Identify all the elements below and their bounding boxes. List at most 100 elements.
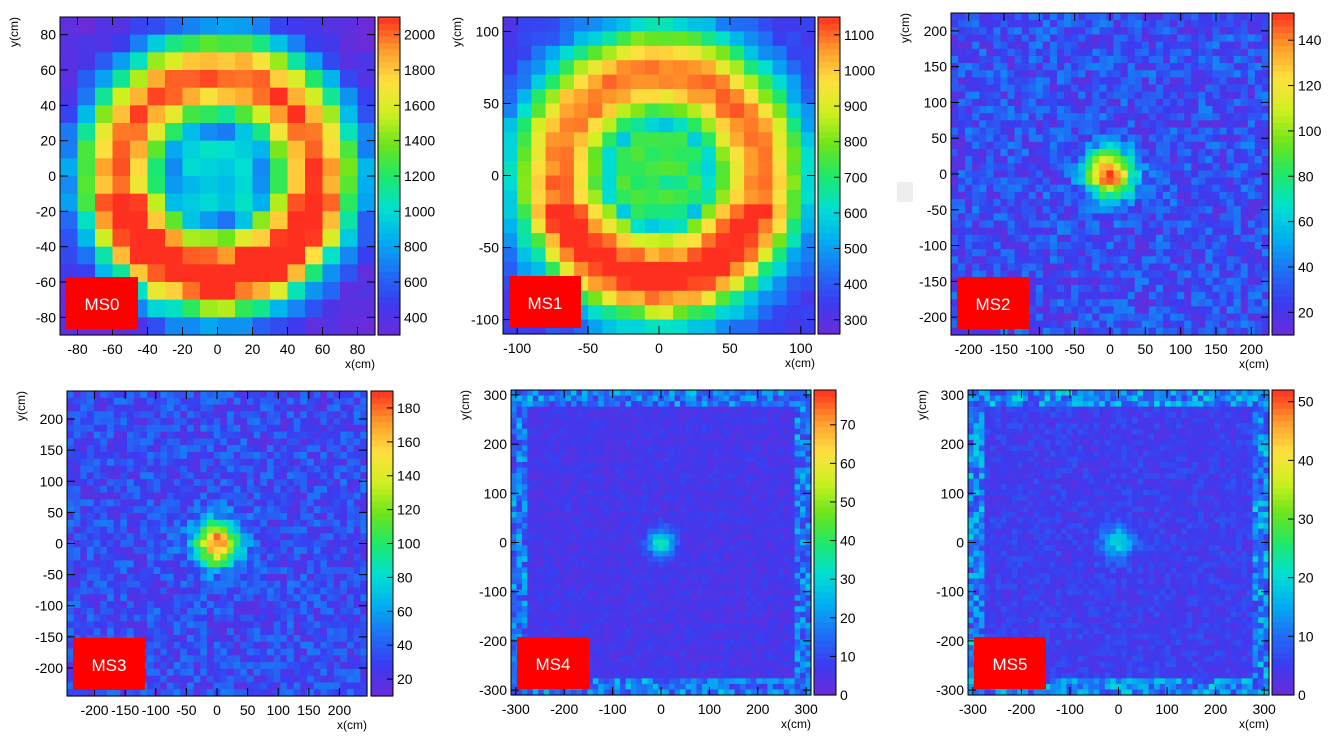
heatmap-cell [1198, 163, 1206, 172]
heatmap-cell [972, 120, 980, 129]
heatmap-cell [986, 141, 994, 150]
heatmap-cell [1049, 284, 1058, 293]
heatmap-cell [1148, 327, 1157, 336]
heatmap-cell [1163, 213, 1171, 222]
heatmap-cell [1113, 199, 1122, 207]
colorbar-tick-label: 140 [1298, 32, 1322, 48]
heatmap-cell [280, 479, 288, 487]
heatmap-cell [233, 614, 241, 623]
heatmap-cell [1113, 206, 1122, 214]
heatmap-cell [1191, 206, 1199, 214]
heatmap-cell [320, 418, 328, 426]
heatmap-cell [1134, 106, 1143, 114]
heatmap-cell [1042, 213, 1051, 222]
heatmap-cell [67, 431, 75, 440]
heatmap-cell [227, 655, 235, 663]
heatmap-cell [260, 560, 268, 568]
heatmap-cell [1007, 120, 1016, 129]
heatmap-cell [313, 601, 321, 609]
heatmap-cell [772, 189, 788, 205]
heatmap-cell [107, 601, 115, 609]
heatmap-cell [1148, 306, 1157, 315]
heatmap-cell [972, 249, 980, 257]
heatmap-cell [307, 418, 315, 426]
heatmap-cell [1007, 84, 1016, 93]
heatmap-cell [1163, 320, 1171, 329]
heatmap-cell [1099, 306, 1108, 315]
heatmap-cell [687, 175, 703, 191]
y-tick-label: 60 [40, 62, 56, 78]
heatmap-cell [1141, 91, 1150, 100]
heatmap-cell [217, 123, 236, 142]
heatmap-cell [1191, 327, 1199, 336]
heatmap-cell [1049, 320, 1058, 329]
heatmap-cell [1099, 213, 1108, 222]
heatmap-cell [1028, 249, 1037, 257]
heatmap-cell [1120, 249, 1129, 257]
heatmap-cell [1155, 191, 1164, 200]
heatmap-cell [1113, 98, 1122, 107]
heatmap-cell [140, 628, 148, 636]
heatmap-cell [1177, 234, 1185, 243]
heatmap-cell [133, 479, 141, 487]
heatmap-cell [602, 60, 618, 76]
heatmap-cell [1205, 84, 1214, 93]
heatmap-cell [1113, 177, 1122, 186]
heatmap-cell [1233, 70, 1242, 78]
heatmap-cell [1092, 27, 1100, 36]
heatmap-cell [305, 105, 324, 124]
heatmap-cell [247, 526, 255, 534]
heatmap-cell [313, 526, 321, 534]
heatmap-cell [1064, 156, 1072, 164]
heatmap-cell [305, 193, 324, 212]
heatmap-cell [240, 628, 248, 636]
heatmap-cell [1021, 48, 1030, 57]
heatmap-cell [1205, 55, 1214, 64]
heatmap-cell [220, 655, 228, 663]
heatmap-cell [659, 60, 674, 76]
heatmap-cell [1198, 320, 1206, 329]
heatmap-cell [300, 424, 308, 433]
heatmap-cell [120, 479, 128, 487]
heatmap-cell [1071, 27, 1079, 36]
heatmap-cell [972, 55, 980, 64]
heatmap-cell [1212, 191, 1221, 200]
colorbar-segment [1272, 128, 1294, 136]
heatmap-cell [200, 158, 219, 177]
heatmap-cell [1035, 292, 1044, 300]
heatmap-cell [1021, 234, 1030, 243]
heatmap-cell [87, 614, 95, 623]
heatmap-cell [1035, 256, 1044, 265]
heatmap-cell [107, 587, 115, 595]
heatmap-cell [93, 607, 101, 616]
heatmap-cell [1035, 191, 1044, 200]
heatmap-cell [1071, 177, 1079, 186]
heatmap-cell [340, 418, 348, 426]
heatmap-cell [1042, 256, 1051, 265]
heatmap-cell [140, 404, 148, 412]
heatmap-cell [253, 621, 261, 629]
heatmap-cell [227, 424, 235, 433]
heatmap-cell [1057, 199, 1065, 207]
heatmap-cell [588, 233, 603, 249]
heatmap-cell [1120, 206, 1129, 214]
heatmap-cell [786, 89, 802, 105]
heatmap-cell [260, 580, 268, 589]
heatmap-cell [1226, 63, 1235, 71]
heatmap-cell [1035, 34, 1044, 43]
heatmap-cell [340, 299, 359, 318]
heatmap-cell [715, 17, 731, 33]
heatmap-cell [307, 404, 315, 412]
heatmap-cell [1177, 170, 1185, 179]
heatmap-cell [1000, 170, 1009, 179]
heatmap-cell [100, 587, 108, 595]
heatmap-cell [287, 317, 306, 336]
heatmap-cell [140, 472, 148, 480]
heatmap-cell [800, 89, 816, 105]
heatmap-cell [322, 52, 341, 71]
heatmap-cell [300, 404, 308, 412]
heatmap-cell [958, 141, 966, 150]
heatmap-cell [1177, 199, 1185, 207]
heatmap-cell [322, 123, 341, 142]
heatmap-cell [333, 601, 341, 609]
